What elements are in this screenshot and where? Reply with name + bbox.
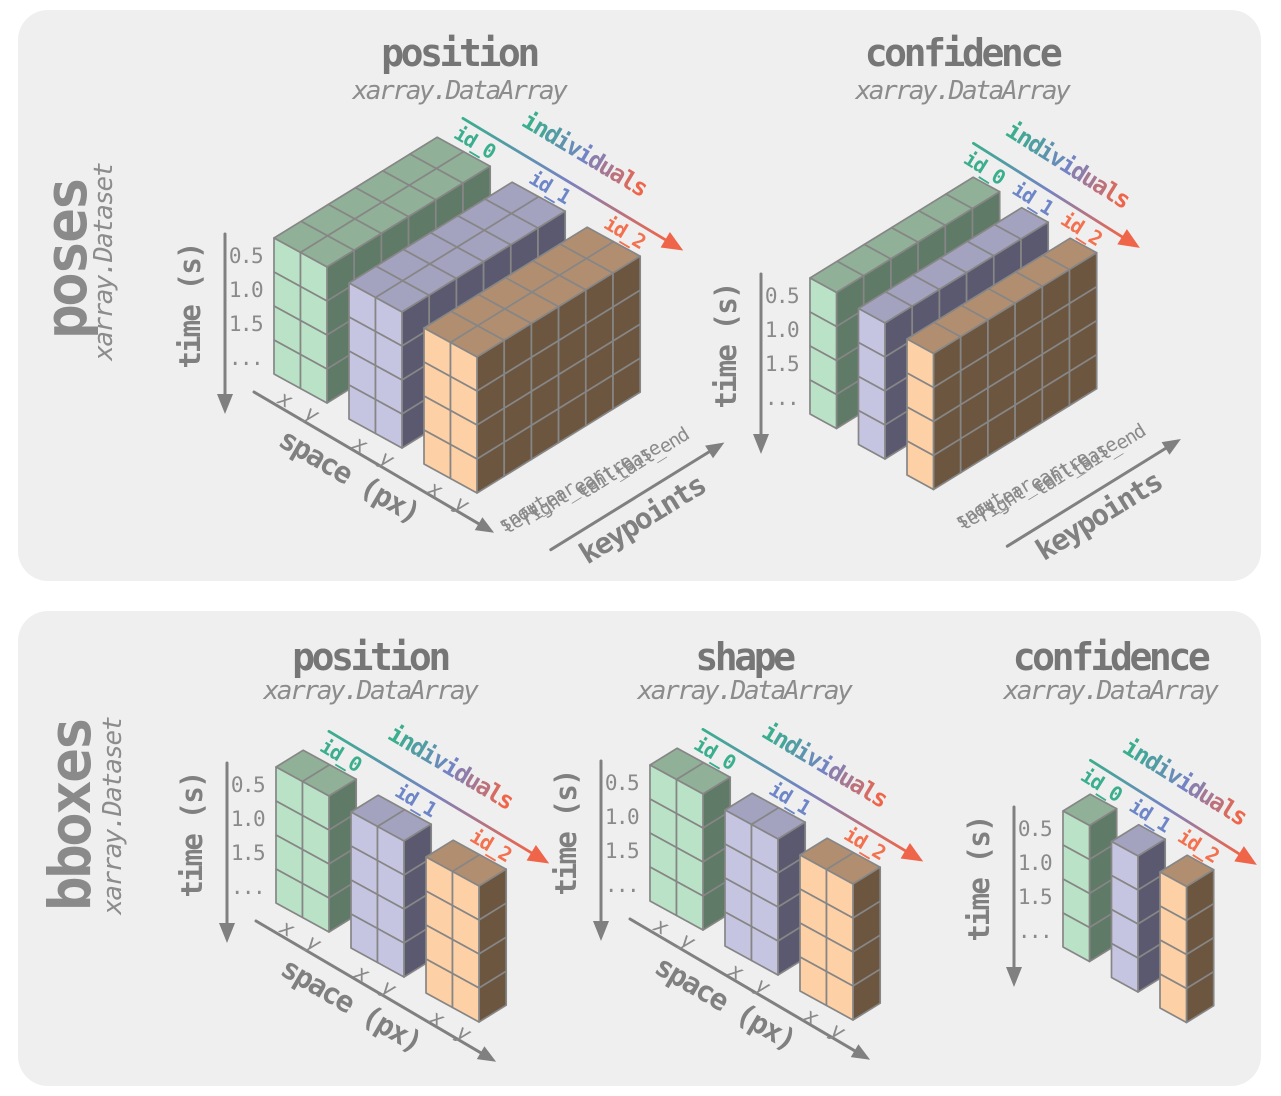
array-title-bboxes-shape: shape	[695, 635, 796, 679]
array-title-bboxes-confidence: confidence	[1012, 635, 1211, 679]
panel-poses	[18, 10, 1261, 581]
array-subtitle-bboxes-confidence: xarray.DataArray	[1003, 676, 1218, 706]
array-subtitle-bboxes-shape: xarray.DataArray	[637, 676, 852, 706]
array-title-poses-position: position	[381, 31, 540, 75]
array-title-bboxes-position: position	[292, 635, 451, 679]
array-subtitle-bboxes-position: xarray.DataArray	[263, 676, 478, 706]
dataset-type-bboxes: xarray.Dataset	[98, 717, 128, 915]
dataset-name-poses: poses	[32, 178, 100, 340]
array-title-poses-confidence: confidence	[864, 31, 1063, 75]
dataset-name-bboxes: bboxes	[36, 718, 104, 912]
array-subtitle-poses-position: xarray.DataArray	[352, 76, 567, 106]
array-subtitle-poses-confidence: xarray.DataArray	[855, 76, 1070, 106]
dataset-type-poses: xarray.Dataset	[89, 163, 119, 361]
